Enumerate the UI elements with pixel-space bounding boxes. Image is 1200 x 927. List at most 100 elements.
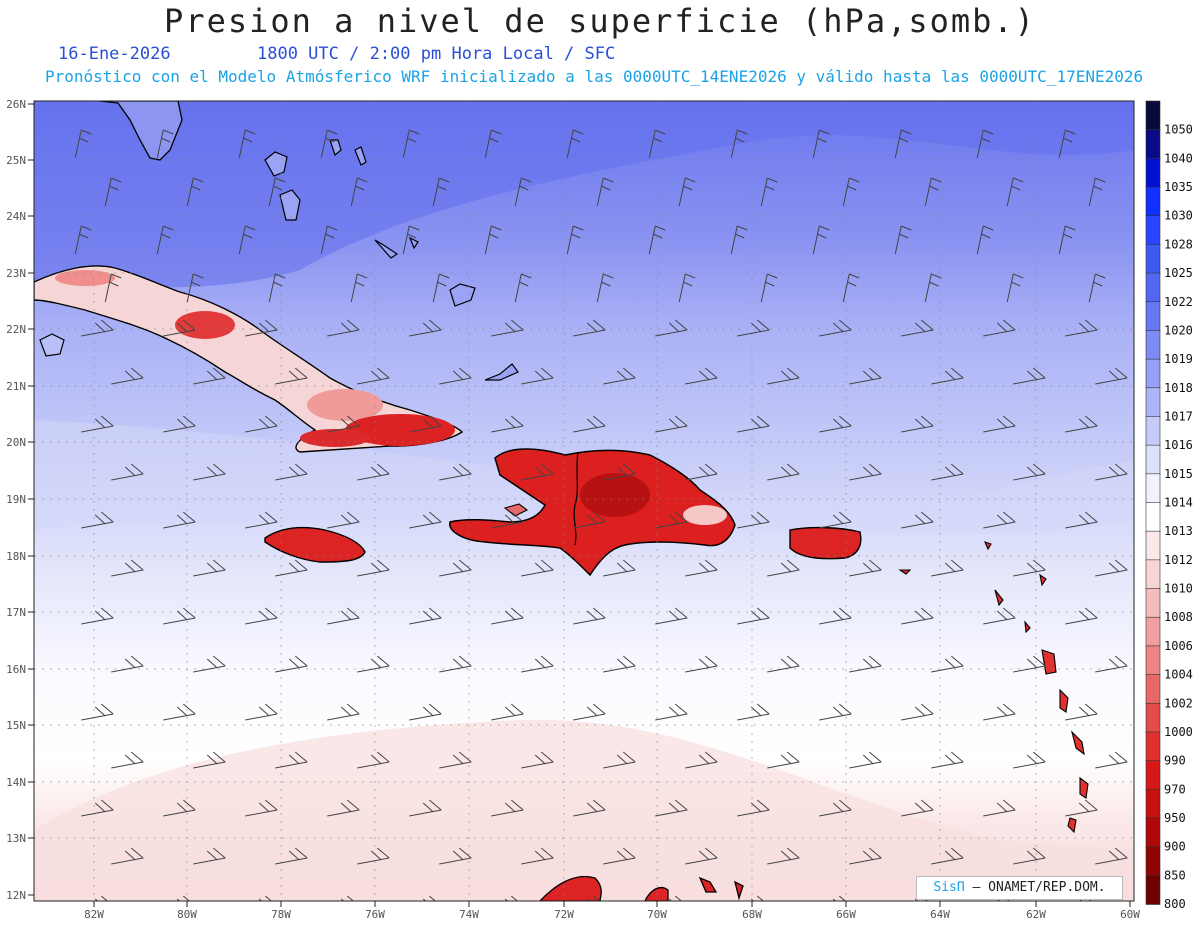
lat-label: 14N <box>6 776 26 789</box>
legend-label: 1022 <box>1164 295 1193 309</box>
lat-labels: 26N 25N 24N 23N 22N 21N 20N 19N 18N 17N … <box>6 98 26 902</box>
wind-barb <box>275 463 308 481</box>
wind-barb <box>737 703 770 721</box>
wind-barb <box>1088 273 1106 303</box>
lon-label: 64W <box>930 908 950 921</box>
lon-label: 68W <box>742 908 762 921</box>
wind-barb <box>760 177 778 207</box>
wind-barb <box>186 273 204 303</box>
wind-barb <box>1013 751 1046 769</box>
lon-label: 78W <box>271 908 291 921</box>
wind-barb <box>357 655 390 673</box>
wind-barb <box>432 273 450 303</box>
wind-barb <box>901 511 934 529</box>
legend-swatch <box>1145 846 1161 877</box>
legend-label: 1017 <box>1164 409 1193 423</box>
wind-barb <box>1013 847 1046 865</box>
wind-barb <box>491 607 524 625</box>
wind-barb <box>976 225 994 255</box>
sispi-logo: SisΠ <box>933 880 965 895</box>
wind-barb <box>685 367 718 385</box>
lat-label: 22N <box>6 323 26 336</box>
wind-barb <box>245 319 278 337</box>
wind-barb <box>737 511 770 529</box>
legend-label: 1025 <box>1164 266 1193 280</box>
wind-barb <box>514 177 532 207</box>
wind-barb <box>730 225 748 255</box>
wind-barb <box>156 225 174 255</box>
map-title: Presion a nivel de superficie (hPa,somb.… <box>164 2 1036 40</box>
wind-barb <box>320 225 338 255</box>
wind-barb <box>931 463 964 481</box>
wind-barb <box>439 847 472 865</box>
lat-label: 13N <box>6 832 26 845</box>
wind-barb <box>163 799 196 817</box>
legend-swatch <box>1145 616 1161 647</box>
lon-label: 82W <box>84 908 104 921</box>
lat-label: 20N <box>6 436 26 449</box>
wind-barb <box>767 655 800 673</box>
wind-barb <box>1006 177 1024 207</box>
wind-barb <box>111 559 144 577</box>
wind-barb <box>1095 847 1128 865</box>
wind-barb <box>603 463 636 481</box>
wind-barb <box>521 367 554 385</box>
legend-swatch <box>1145 731 1161 762</box>
map-frame <box>33 100 1135 902</box>
wind-barb <box>1065 607 1098 625</box>
wind-barb <box>514 273 532 303</box>
legend-label: 1012 <box>1164 553 1193 567</box>
wind-barb <box>1006 273 1024 303</box>
wind-barb <box>1058 129 1076 159</box>
wind-barb <box>819 319 852 337</box>
wind-barb <box>409 703 442 721</box>
wind-barb <box>81 511 114 529</box>
wind-barb <box>327 799 360 817</box>
legend-label: 1050 <box>1164 123 1193 137</box>
legend-swatch <box>1145 702 1161 733</box>
legend-label: 800 <box>1164 897 1186 911</box>
wind-barb <box>573 799 606 817</box>
wind-barb <box>849 367 882 385</box>
wind-barb <box>603 751 636 769</box>
wind-barb <box>603 367 636 385</box>
wind-barb <box>931 751 964 769</box>
wind-barb <box>439 367 472 385</box>
legend-label: 1018 <box>1164 381 1193 395</box>
legend-swatch <box>1145 588 1161 619</box>
legend-swatch <box>1145 186 1161 217</box>
wind-barb <box>357 463 390 481</box>
wind-barb <box>760 273 778 303</box>
wind-barb <box>1095 655 1128 673</box>
wind-barb <box>104 177 122 207</box>
wind-barb <box>156 129 174 159</box>
forecast-date: 16-Ene-2026 <box>58 44 171 64</box>
wind-barb <box>327 511 360 529</box>
wind-barb <box>812 129 830 159</box>
wind-barb <box>111 367 144 385</box>
florida-land <box>99 101 183 161</box>
wind-barb <box>439 655 472 673</box>
wind-barb <box>648 129 666 159</box>
wind-barb <box>275 847 308 865</box>
high-pressure-band <box>34 101 1134 290</box>
jamaica-island <box>264 526 366 563</box>
wind-barb <box>931 559 964 577</box>
wind-barb <box>655 319 688 337</box>
legend-label: 850 <box>1164 868 1186 882</box>
wind-barb <box>111 847 144 865</box>
wind-barb <box>566 129 584 159</box>
wind-barb <box>484 129 502 159</box>
wind-barb <box>521 751 554 769</box>
legend-swatch <box>1145 875 1161 905</box>
legend-swatch <box>1145 760 1161 791</box>
legend-swatch <box>1145 559 1161 590</box>
wind-barb <box>685 463 718 481</box>
wind-barb <box>573 511 606 529</box>
wind-barb <box>521 847 554 865</box>
wind-barb <box>275 559 308 577</box>
credit-text: – ONAMET/REP.DOM. <box>972 880 1106 895</box>
legend-swatch <box>1145 272 1161 303</box>
wind-barb <box>268 177 286 207</box>
wind-barb <box>439 751 472 769</box>
